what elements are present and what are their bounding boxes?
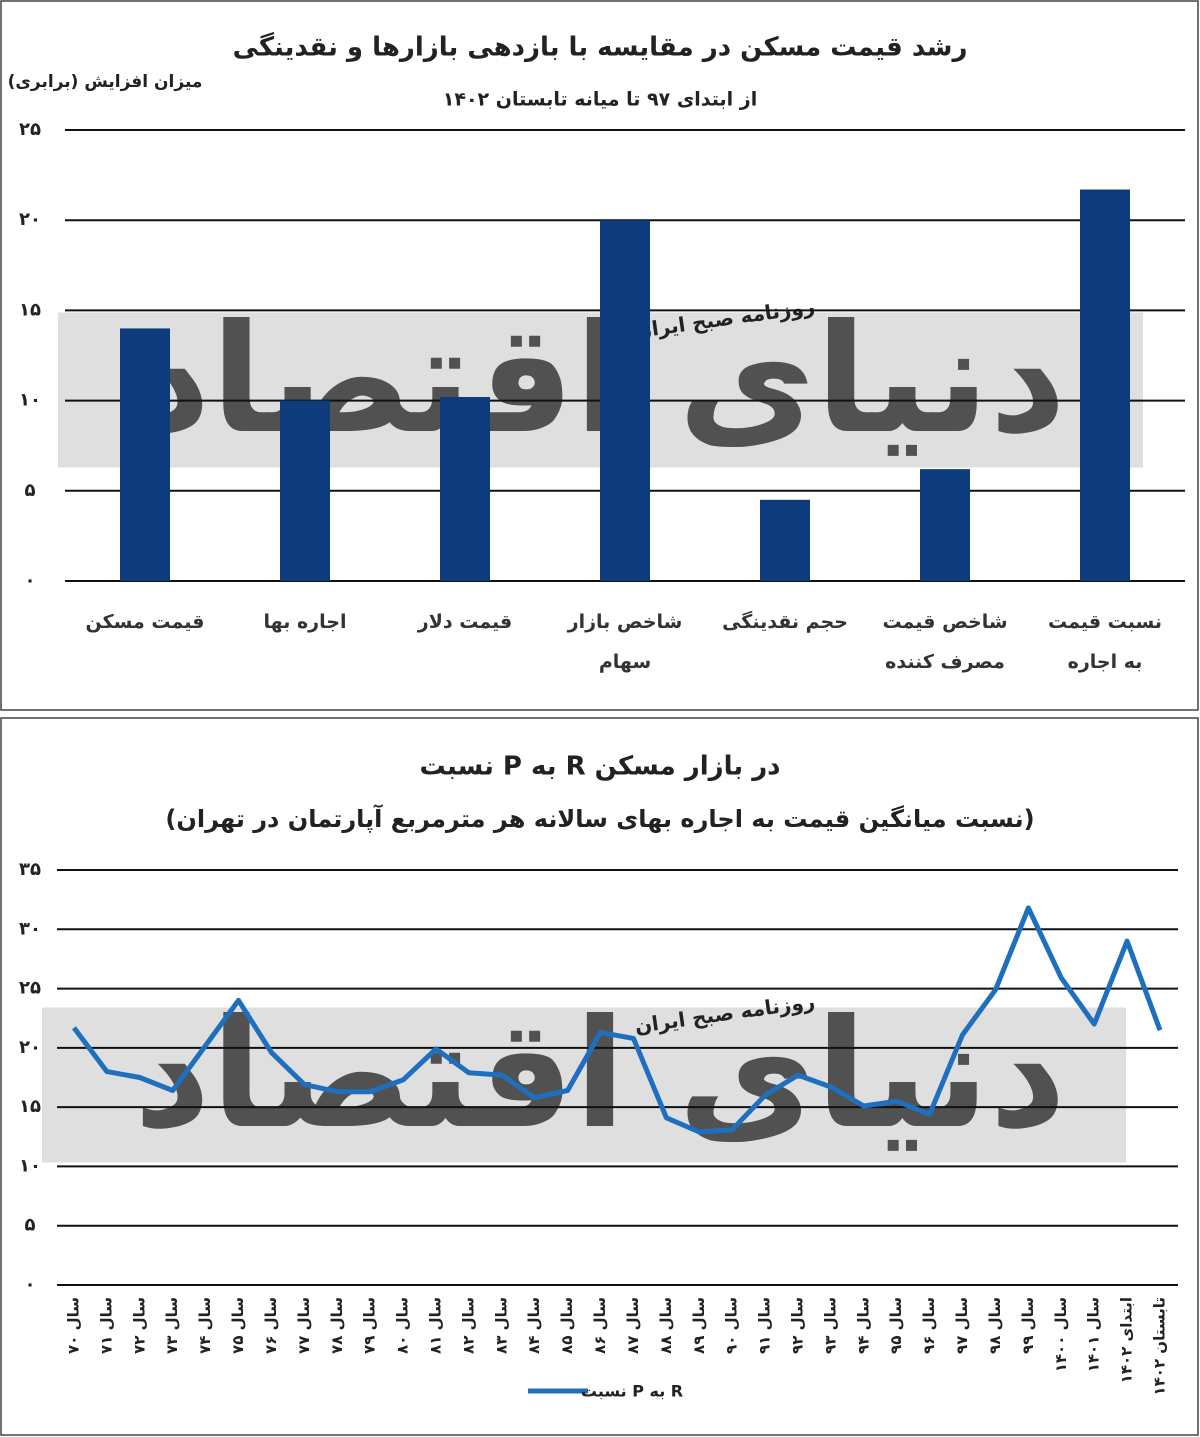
x-tick-label: سال ۹۸ (986, 1297, 1004, 1354)
x-tick-label: شاخص قیمت مصرف کننده (882, 611, 1008, 673)
y-tick-label: ۵ (25, 1215, 36, 1236)
x-tick-label: سال ۸۹ (690, 1297, 708, 1354)
watermark-band (42, 1007, 1126, 1163)
bar (760, 499, 810, 581)
x-tick-label: سال ۷۲ (130, 1297, 148, 1354)
x-tick-label: سال ۹۲ (789, 1297, 807, 1354)
x-tick-label: سال ۹۳ (821, 1297, 839, 1354)
x-tick-label: سال ۷۷ (295, 1297, 313, 1354)
x-tick-label: سال ۷۰ (65, 1297, 83, 1354)
x-tick-label: سال ۷۵ (229, 1297, 247, 1354)
bar (440, 396, 490, 581)
y-tick-label: ۲۵ (19, 978, 41, 999)
bar (600, 220, 650, 581)
y-tick-label: ۳۰ (19, 918, 41, 939)
x-tick-label: سال ۸۷ (624, 1297, 642, 1354)
x-tick-label: قیمت دلار (417, 611, 513, 633)
x-tick-label: نسبت قیمت به اجاره (1048, 611, 1162, 673)
x-tick-label: سال ۹۴ (854, 1297, 872, 1354)
bar (1080, 189, 1130, 582)
x-tick-label: تابستان ۱۴۰۲ (1151, 1297, 1169, 1396)
x-tick-label: سال ۸۸ (657, 1297, 675, 1354)
y-tick-label: ۰ (25, 570, 36, 591)
x-tick-label: سال ۹۱ (756, 1297, 774, 1354)
x-tick-label: سال ۸۰ (394, 1297, 412, 1354)
x-tick-label: سال ۷۱ (97, 1297, 115, 1354)
bar (120, 328, 170, 581)
panel-frame (0, 0, 1199, 711)
y-tick-label: ۱۵ (19, 299, 41, 320)
x-tick-label: سال ۷۳ (163, 1297, 181, 1354)
x-tick-label: سال ۸۵ (558, 1297, 576, 1354)
x-tick-label: سال ۷۸ (328, 1297, 346, 1354)
x-tick-label: سال ۱۴۰۰ (1052, 1297, 1070, 1372)
x-tick-label: سال ۹۰ (723, 1297, 741, 1354)
y-tick-label: ۲۵ (19, 119, 41, 140)
x-tick-label: سال ۸۶ (591, 1297, 609, 1354)
x-tick-label: سال ۹۵ (887, 1297, 905, 1354)
chart-subtitle: از ابتدای ۹۷ تا میانه تابستان ۱۴۰۲ (443, 89, 757, 111)
x-tick-label: اجاره بها (263, 611, 347, 633)
x-tick-label: سال ۸۲ (459, 1297, 477, 1354)
y-tick-label: ۲۰ (19, 209, 41, 230)
x-tick-label: سال ۷۴ (196, 1297, 214, 1354)
x-tick-label: سال ۱۴۰۱ (1085, 1297, 1103, 1372)
line (71, 905, 1163, 1135)
y-tick-label: ۳۵ (19, 859, 41, 880)
panel-frame (0, 717, 1199, 1436)
chart-title: رشد قیمت مسکن در مقایسه با بازدهی بازاره… (233, 32, 968, 63)
y-tick-label: ۲۰ (19, 1037, 41, 1058)
bar (280, 400, 330, 581)
chart-title: نسبت P به R در بازار مسکن (419, 752, 780, 782)
x-tick-label: شاخص بازار سهام (567, 611, 683, 673)
x-tick-label: سال ۸۴ (525, 1297, 543, 1354)
x-tick-label: سال ۷۹ (361, 1297, 379, 1354)
watermark-logo: دنیای اقتصاد (134, 988, 1067, 1162)
bar (920, 469, 970, 581)
y-tick-label: ۱۰ (19, 1155, 41, 1176)
x-tick-label: ابتدای ۱۴۰۲ (1118, 1297, 1136, 1383)
chart-subtitle: (نسبت میانگین قیمت به اجاره بهای سالانه … (165, 804, 1034, 833)
y-tick-label: ۱۵ (19, 1096, 41, 1117)
y-axis-label: میزان افزایش (برابری) (8, 72, 203, 92)
x-tick-label: سال ۸۳ (492, 1297, 510, 1354)
x-tick-label: سال ۹۶ (920, 1297, 938, 1354)
x-tick-label: حجم نقدینگی (722, 611, 848, 633)
legend-label: نسبت P به R (581, 1382, 683, 1401)
y-tick-label: ۰ (25, 1274, 36, 1295)
x-tick-label: سال ۷۶ (262, 1297, 280, 1354)
x-tick-label: قیمت مسکن (85, 611, 205, 633)
y-tick-label: ۱۰ (19, 390, 41, 411)
y-tick-label: ۵ (25, 480, 36, 501)
x-tick-label: سال ۸۱ (427, 1297, 445, 1354)
x-tick-label: سال ۹۷ (953, 1297, 971, 1354)
x-tick-label: سال ۹۹ (1019, 1297, 1037, 1354)
